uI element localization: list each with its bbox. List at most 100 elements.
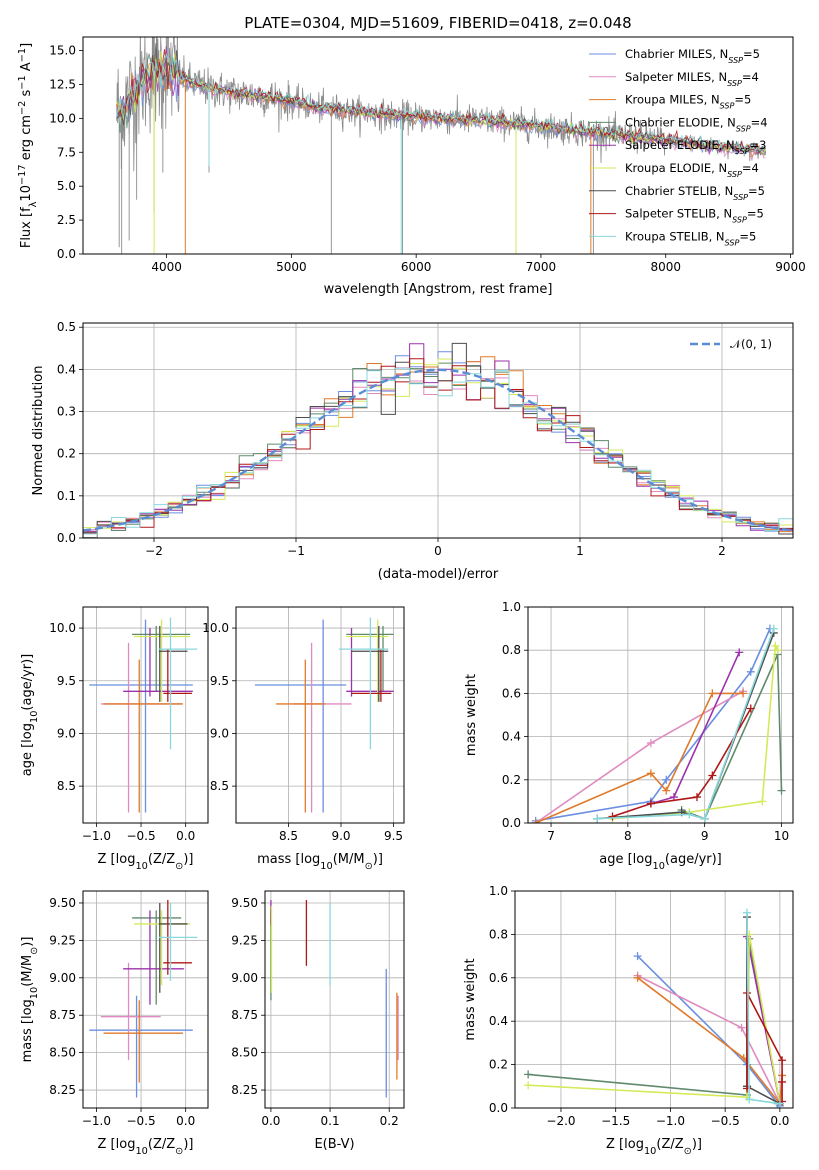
legend-sub: SSP xyxy=(727,170,742,179)
weight-marker xyxy=(662,786,671,795)
axes-frame xyxy=(527,606,794,824)
y-tick-label: 9.00 xyxy=(49,971,76,985)
y-tick-label: 0.1 xyxy=(57,489,76,503)
x-tick-label: 6000 xyxy=(401,260,432,274)
weight-marker xyxy=(745,1095,754,1104)
x-tick-label: 7000 xyxy=(526,260,557,274)
y-axis-label: Normed distribution xyxy=(31,366,46,496)
x-axis-label: E(B-V) xyxy=(314,1137,354,1152)
label-part: )] xyxy=(692,1137,702,1152)
x-axis-label: Z [log10(Z/Z⊙)] xyxy=(98,852,194,872)
x-axis-label: age [log10(age/yr)] xyxy=(599,852,722,872)
legend-sub: SSP xyxy=(725,238,740,247)
weight-marker xyxy=(531,819,540,823)
weight-marker xyxy=(746,667,755,676)
weight-line xyxy=(637,955,781,1107)
x-tick-label: 8 xyxy=(624,829,632,843)
x-tick-label: 8.5 xyxy=(279,829,298,843)
label-part: )] xyxy=(183,1137,193,1152)
x-tick-label: 9 xyxy=(701,829,709,843)
x-axis-label: wavelength [Angstrom, rest frame] xyxy=(324,282,553,297)
y-axis-label: Flux [fλ10−17 erg cm−2 s−1 A−1] xyxy=(17,43,39,248)
spectrum-plot-area xyxy=(116,37,766,254)
legend-text: Kroupa ELODIE, N xyxy=(625,161,727,175)
legend-text: Chabrier ELODIE, N xyxy=(625,115,736,129)
axes-frame xyxy=(264,890,405,1109)
weight-marker xyxy=(743,988,752,997)
x-tick-label: 0.0 xyxy=(770,1114,789,1128)
weight-marker xyxy=(685,810,694,819)
legend-text: Salpeter STELIB, N xyxy=(625,207,732,221)
y-tick-label: 0.4 xyxy=(489,1014,508,1028)
x-tick-label: −1 xyxy=(287,544,305,558)
panel-grid xyxy=(515,890,793,1109)
legend-tail: =4 xyxy=(751,115,768,129)
axes-frame xyxy=(82,36,794,255)
weight-line xyxy=(535,628,771,822)
mass-vs-ebv-panel: 0.0 0.1 0.2 8.25 8.50 8.75 9.00 9.25 9.50 E(B-V) xyxy=(231,890,405,1152)
label-part: age [log xyxy=(599,852,652,867)
x-axis-label: mass [log10(M/M⊙)] xyxy=(257,852,383,872)
y-tick-label: 0.3 xyxy=(57,405,76,419)
legend-tail: =5 xyxy=(739,229,756,243)
y-tick-label: 0.0 xyxy=(502,816,521,830)
y-tick-label: 9.50 xyxy=(49,896,76,910)
label-part: mass [log xyxy=(20,999,35,1062)
y-tick-label: 7.5 xyxy=(57,145,76,159)
legend-tail: =4 xyxy=(742,70,759,84)
x-axis-label: (data-model)/error xyxy=(378,567,499,582)
label-part: 10 xyxy=(135,861,147,872)
legend-text: Salpeter ELODIE, N xyxy=(625,138,735,152)
x-tick-label: 7 xyxy=(547,829,555,843)
weight-marker xyxy=(778,1077,787,1086)
label-part: Z [log xyxy=(606,1137,644,1152)
label-part: 10 xyxy=(19,185,34,202)
legend-sub: SSP xyxy=(735,147,750,156)
legend-sub: SSP xyxy=(736,124,751,133)
y-tick-label: 0.5 xyxy=(57,320,76,334)
y-tick-label: 0.2 xyxy=(489,1058,508,1072)
x-tick-label: 0.0 xyxy=(261,1114,280,1128)
y-tick-label: 8.75 xyxy=(231,1008,258,1022)
y-tick-label: 12.5 xyxy=(49,77,76,91)
legend-entry: Kroupa MILES, NSSP=5 xyxy=(625,93,751,111)
x-tick-label: −2 xyxy=(145,544,163,558)
legend-entry: Kroupa ELODIE, NSSP=4 xyxy=(625,161,759,179)
x-tick-label: 8000 xyxy=(650,260,681,274)
figure-title: PLATE=0304, MJD=51609, FIBERID=0418, z=0… xyxy=(244,14,631,32)
weight-plot-area xyxy=(531,624,786,823)
legend-tail: =5 xyxy=(743,47,760,61)
label-part: ⊙ xyxy=(175,1146,183,1157)
normal-curve xyxy=(83,368,793,532)
weight-line xyxy=(597,628,775,820)
weight-vs-Z-panel: −2.0 −1.5 −1.0 −0.5 0.0 0.0 0.2 0.4 0.6 0.8 1.0 Z [… xyxy=(463,884,794,1157)
y-tick-label: 8.5 xyxy=(57,779,76,793)
y-axis-label-group: age [log10(age/yr)] xyxy=(20,654,40,777)
legend-entry: Salpeter STELIB, NSSP=5 xyxy=(625,207,764,225)
label-part: age [log xyxy=(20,723,35,776)
y-tick-label: 9.0 xyxy=(57,726,76,740)
x-axis-label: Z [log10(Z/Z⊙)] xyxy=(606,1137,702,1157)
y-tick-label: 0.2 xyxy=(502,773,521,787)
residuals-panel: −2 −1 0 1 2 0.0 0.1 0.2 0.3 0.4 0.5 𝒩(0, 1) (data-mo… xyxy=(31,320,794,582)
y-tick-label: 0.2 xyxy=(57,447,76,461)
y-tick-label: 8.50 xyxy=(231,1046,258,1060)
y-tick-label: 1.0 xyxy=(489,884,508,898)
y-tick-label: 10.0 xyxy=(49,621,76,635)
y-tick-label: 9.0 xyxy=(210,726,229,740)
label-part: 10 xyxy=(644,1146,656,1157)
y-tick-label: 8.25 xyxy=(49,1083,76,1097)
x-tick-label: −0.5 xyxy=(126,1114,155,1128)
legend-entry: Chabrier ELODIE, NSSP=4 xyxy=(625,115,768,132)
panel-grid xyxy=(236,607,404,823)
label-part: mass [log xyxy=(257,852,320,867)
label-part: 10 xyxy=(320,861,332,872)
y-tick-label: 9.25 xyxy=(49,933,76,947)
label-part: −1 xyxy=(17,75,28,89)
label-part: 10 xyxy=(135,1146,147,1157)
weight-marker xyxy=(708,689,717,698)
y-tick-label: 8.5 xyxy=(210,779,229,793)
y-tick-label: 0.6 xyxy=(489,971,508,985)
